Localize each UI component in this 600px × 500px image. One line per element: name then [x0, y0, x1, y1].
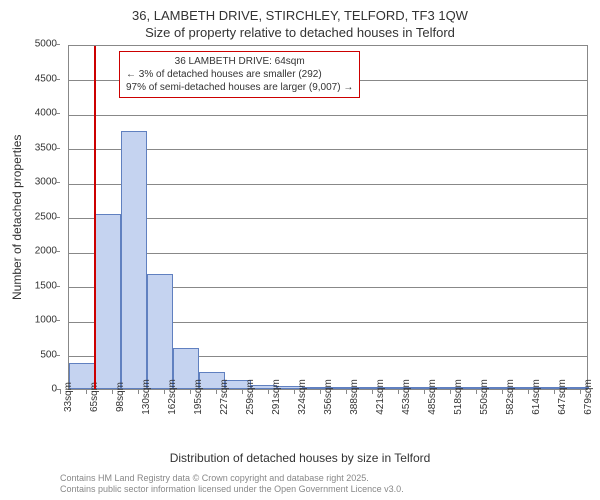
y-tick: [55, 320, 60, 321]
x-tick: [450, 389, 451, 394]
x-tick: [138, 389, 139, 394]
histogram-bar: [147, 274, 173, 389]
x-tick-label: 356sqm: [323, 379, 334, 415]
x-tick: [528, 389, 529, 394]
x-tick: [476, 389, 477, 394]
x-tick-label: 453sqm: [401, 379, 412, 415]
x-tick-label: 324sqm: [297, 379, 308, 415]
x-tick-label: 647sqm: [557, 379, 568, 415]
x-tick-label: 195sqm: [193, 379, 204, 415]
y-tick-label: 3000: [30, 177, 57, 188]
callout-line-1: 36 LAMBETH DRIVE: 64sqm: [126, 55, 353, 68]
y-tick: [55, 355, 60, 356]
x-tick-label: 679sqm: [583, 379, 594, 415]
grid-line-horizontal: [69, 115, 587, 116]
x-tick-label: 33sqm: [63, 382, 74, 412]
x-tick: [320, 389, 321, 394]
callout-box: 36 LAMBETH DRIVE: 64sqm ← 3% of detached…: [119, 51, 360, 98]
x-axis-title: Distribution of detached houses by size …: [0, 451, 600, 465]
x-tick: [502, 389, 503, 394]
y-tick-label: 0: [30, 384, 57, 395]
x-tick-label: 162sqm: [167, 379, 178, 415]
y-tick: [55, 217, 60, 218]
x-tick-label: 518sqm: [453, 379, 464, 415]
x-tick: [398, 389, 399, 394]
y-tick: [55, 148, 60, 149]
x-tick: [268, 389, 269, 394]
x-tick-label: 291sqm: [271, 379, 282, 415]
y-tick-label: 500: [30, 349, 57, 360]
y-tick-label: 2000: [30, 246, 57, 257]
x-tick-label: 259sqm: [245, 379, 256, 415]
x-tick-label: 582sqm: [505, 379, 516, 415]
x-tick: [86, 389, 87, 394]
y-axis-title: Number of detached properties: [10, 135, 24, 300]
y-tick-label: 4000: [30, 108, 57, 119]
y-tick-label: 2500: [30, 211, 57, 222]
callout-line-3: 97% of semi-detached houses are larger (…: [126, 81, 353, 94]
title-line-1: 36, LAMBETH DRIVE, STIRCHLEY, TELFORD, T…: [8, 8, 592, 25]
y-tick-label: 4500: [30, 73, 57, 84]
y-tick: [55, 182, 60, 183]
x-tick-label: 421sqm: [375, 379, 386, 415]
y-tick: [55, 79, 60, 80]
y-tick: [55, 286, 60, 287]
x-tick: [190, 389, 191, 394]
histogram-bar: [95, 214, 121, 389]
y-tick: [55, 44, 60, 45]
y-tick-label: 5000: [30, 39, 57, 50]
x-tick-label: 550sqm: [479, 379, 490, 415]
y-tick-label: 3500: [30, 142, 57, 153]
x-tick: [60, 389, 61, 394]
x-tick: [372, 389, 373, 394]
x-tick-label: 130sqm: [141, 379, 152, 415]
y-tick: [55, 251, 60, 252]
histogram-bar: [121, 131, 147, 389]
title-line-2: Size of property relative to detached ho…: [8, 25, 592, 40]
x-tick-label: 485sqm: [427, 379, 438, 415]
footer-line-1: Contains HM Land Registry data © Crown c…: [60, 473, 404, 485]
x-tick: [424, 389, 425, 394]
x-tick-label: 388sqm: [349, 379, 360, 415]
y-tick: [55, 113, 60, 114]
x-tick: [164, 389, 165, 394]
x-tick: [294, 389, 295, 394]
x-tick: [112, 389, 113, 394]
x-tick-label: 614sqm: [531, 379, 542, 415]
footer-attribution: Contains HM Land Registry data © Crown c…: [60, 473, 404, 496]
y-tick-label: 1000: [30, 315, 57, 326]
x-tick: [554, 389, 555, 394]
y-tick-label: 1500: [30, 280, 57, 291]
callout-line-2: ← 3% of detached houses are smaller (292…: [126, 68, 353, 81]
chart-plot-area: 36 LAMBETH DRIVE: 64sqm ← 3% of detached…: [68, 45, 588, 390]
x-tick: [580, 389, 581, 394]
x-tick: [216, 389, 217, 394]
x-tick-label: 98sqm: [115, 382, 126, 412]
x-tick-label: 227sqm: [219, 379, 230, 415]
footer-line-2: Contains public sector information licen…: [60, 484, 404, 496]
x-tick: [346, 389, 347, 394]
property-marker-line: [94, 46, 96, 389]
x-tick: [242, 389, 243, 394]
